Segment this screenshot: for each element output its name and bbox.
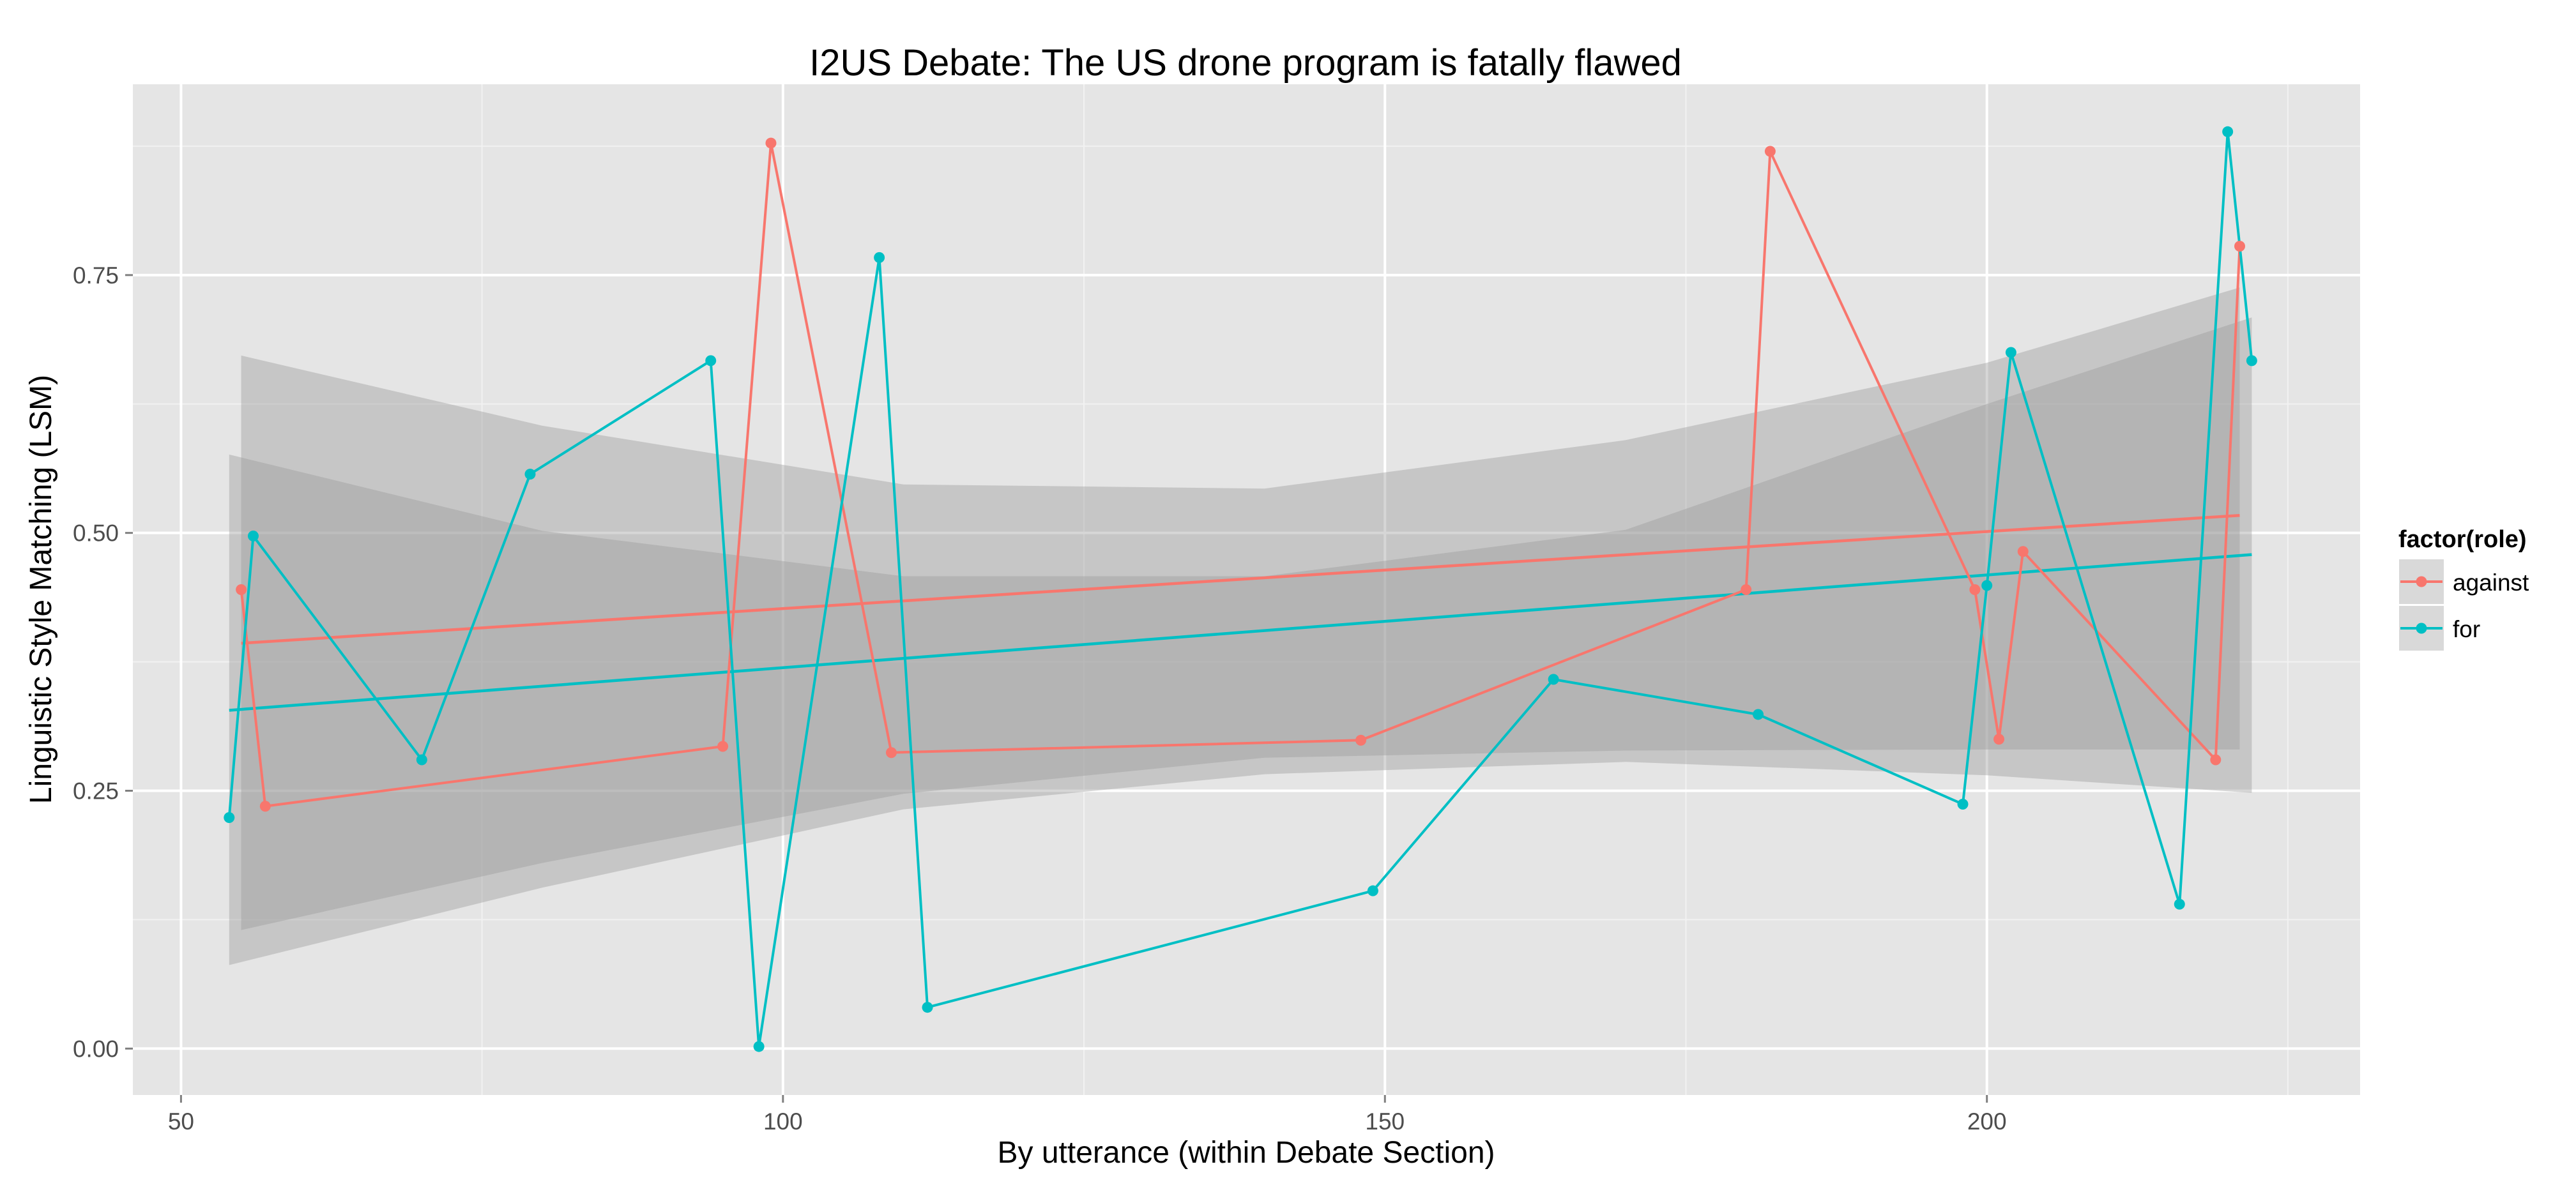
legend-label-against: against bbox=[2453, 570, 2529, 596]
x-tick-label: 50 bbox=[168, 1108, 194, 1135]
data-point-against bbox=[1993, 734, 2005, 745]
data-point-against bbox=[2210, 754, 2222, 766]
data-point-against bbox=[765, 137, 777, 149]
data-point-for bbox=[753, 1041, 765, 1052]
confidence-band-for bbox=[229, 317, 2252, 965]
data-point-for bbox=[705, 355, 717, 366]
data-point-against bbox=[1741, 584, 1752, 595]
data-point-for bbox=[2246, 355, 2257, 366]
legend-label-for: for bbox=[2453, 616, 2480, 642]
x-tick-label: 200 bbox=[1967, 1108, 2007, 1135]
confidence-bands bbox=[229, 287, 2252, 965]
data-point-for bbox=[524, 469, 536, 480]
data-point-for bbox=[1753, 709, 1764, 720]
y-axis-title: Linguistic Style Matching (LSM) bbox=[24, 375, 58, 804]
data-point-for bbox=[224, 812, 235, 823]
legend: factor(role) against for bbox=[2398, 526, 2529, 652]
trend-line-against bbox=[241, 513, 2240, 645]
grid-lines bbox=[133, 84, 2360, 1095]
data-point-against bbox=[2234, 241, 2246, 252]
data-point-for bbox=[922, 1002, 933, 1013]
data-point-against bbox=[717, 741, 729, 752]
legend-title: factor(role) bbox=[2398, 526, 2527, 553]
data-point-against bbox=[1969, 584, 1981, 595]
data-point-against bbox=[1355, 734, 1367, 746]
x-tick-label: 150 bbox=[1365, 1108, 1405, 1135]
x-axis-title: By utterance (within Debate Section) bbox=[997, 1136, 1495, 1170]
data-point-for bbox=[1981, 580, 1993, 591]
chart-title: I2US Debate: The US drone program is fat… bbox=[809, 42, 1682, 84]
data-point-against bbox=[885, 747, 897, 759]
data-point-for bbox=[874, 252, 885, 263]
legend-key-point-for bbox=[2416, 623, 2427, 634]
data-point-for bbox=[1957, 798, 1969, 810]
data-point-for bbox=[416, 754, 427, 766]
data-point-for bbox=[1367, 885, 1378, 896]
y-tick-label: 0.50 bbox=[73, 520, 119, 547]
data-point-for bbox=[247, 531, 259, 542]
data-point-for bbox=[1548, 674, 1559, 685]
data-point-against bbox=[259, 801, 271, 812]
data-series bbox=[224, 126, 2257, 1052]
trend-line-for bbox=[229, 553, 2252, 712]
data-point-against bbox=[236, 584, 247, 595]
legend-key-point-against bbox=[2416, 576, 2427, 587]
y-tick-label: 0.75 bbox=[73, 262, 119, 289]
axes: 50 100 150 200 0.00 0.25 0.50 0.75 bbox=[73, 262, 2007, 1135]
data-point-against bbox=[1764, 146, 1776, 157]
data-point-for bbox=[2174, 898, 2185, 910]
y-tick-label: 0.00 bbox=[73, 1036, 119, 1062]
data-point-for bbox=[2005, 347, 2016, 358]
y-tick-label: 0.25 bbox=[73, 778, 119, 804]
confidence-band-against bbox=[241, 287, 2240, 930]
data-point-for bbox=[2222, 126, 2234, 137]
data-point-against bbox=[2017, 546, 2029, 557]
trend-lines bbox=[229, 513, 2252, 712]
x-tick-label: 100 bbox=[763, 1108, 803, 1135]
